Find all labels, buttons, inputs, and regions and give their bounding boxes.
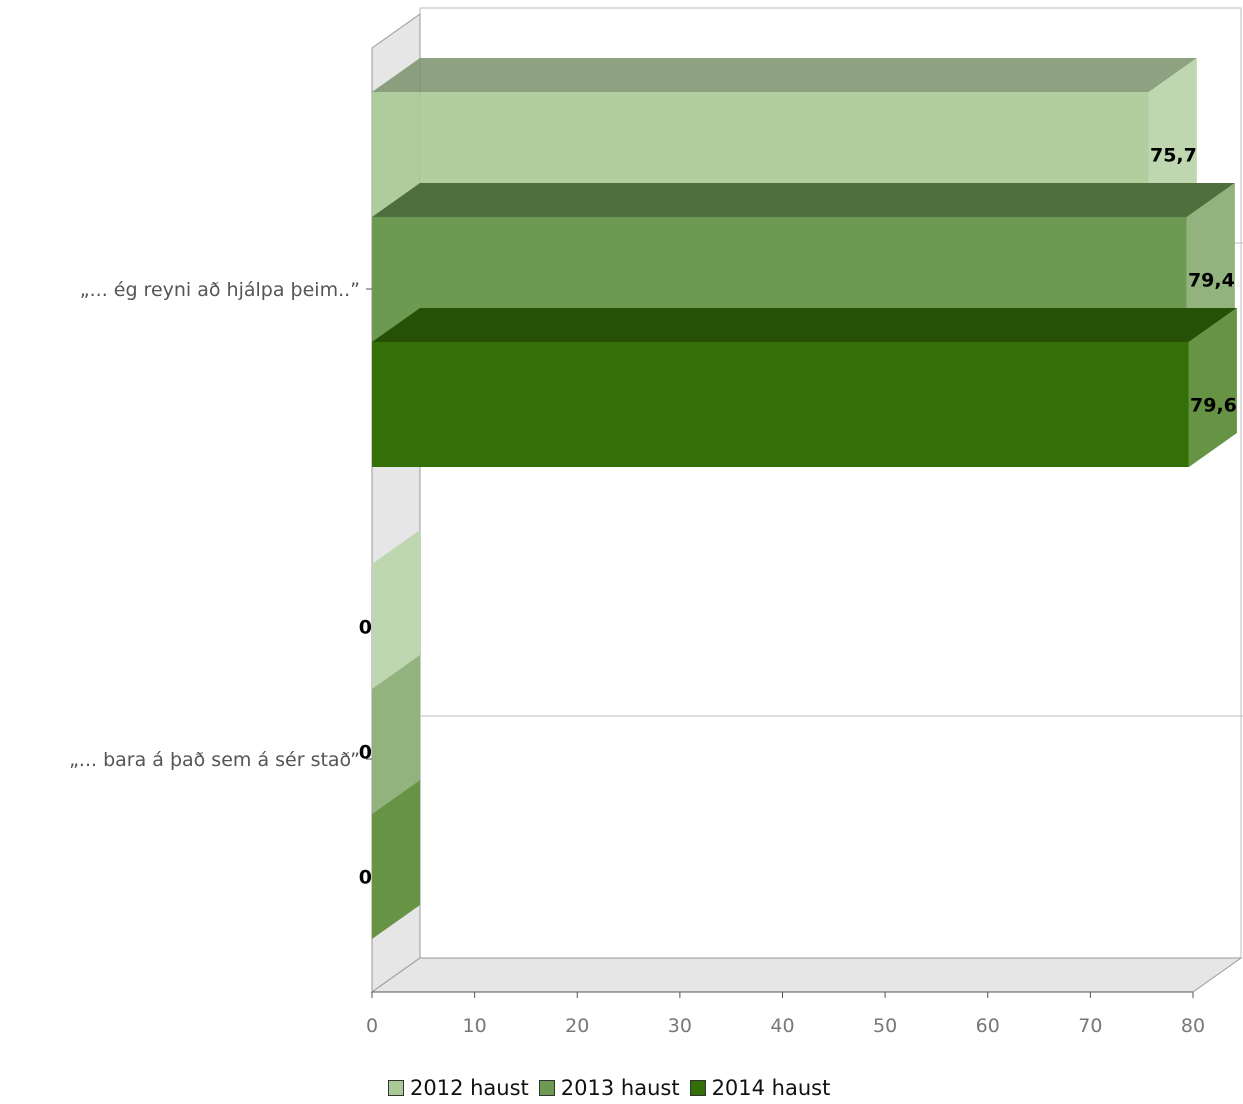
value-label-1-0: 79,4: [1188, 270, 1235, 292]
bar-end-face: [372, 530, 420, 689]
legend-item-2014: 2014 haust: [689, 1076, 831, 1100]
value-label-2-0: 79,6: [1190, 395, 1237, 417]
legend-label-2012: 2012 haust: [410, 1076, 529, 1100]
bar-end-face: [372, 780, 420, 939]
legend: 2012 haust 2013 haust 2014 haust: [388, 1074, 830, 1102]
bar-front-face: [372, 342, 1189, 467]
legend-item-2012: 2012 haust: [388, 1076, 529, 1100]
x-tick-label-5: 50: [873, 1015, 897, 1037]
legend-swatch-2013: [538, 1080, 555, 1096]
legend-label-2014: 2014 haust: [711, 1076, 831, 1100]
bars: [372, 58, 1237, 939]
bar-end-face: [372, 655, 420, 814]
x-tick-label-0: 0: [366, 1015, 378, 1037]
bar-end-face: [1188, 308, 1237, 467]
bar-0-1: [372, 530, 420, 689]
floor: [370, 957, 1243, 993]
x-tick-label-2: 20: [565, 1015, 589, 1037]
legend-swatch-2014: [689, 1080, 706, 1096]
x-tick-label-1: 10: [463, 1015, 487, 1037]
bar-end-face: [1186, 183, 1235, 342]
value-label-2-1: 0: [359, 867, 372, 889]
value-label-1-1: 0: [359, 742, 372, 764]
bar-2-0: [372, 308, 1237, 467]
x-axis: 0 10 20 30 40 50 60 70 80: [366, 991, 1205, 1037]
x-tick-label-4: 40: [770, 1015, 794, 1037]
category-label-1: „... bara á það sem á sér stað”: [69, 749, 360, 771]
bar-top-face: [372, 183, 1235, 217]
legend-swatch-2012: [388, 1080, 404, 1096]
bar-end-face: [1148, 58, 1197, 217]
value-labels: 75,7 79,4 79,6 0 0 0: [359, 145, 1237, 889]
value-label-0-0: 75,7: [1150, 145, 1197, 167]
legend-item-2013: 2013 haust: [538, 1076, 680, 1100]
category-axis: „... ég reyni að hjálpa þeim..” „... bara…: [69, 279, 372, 771]
bar-top-face: [372, 308, 1237, 342]
category-label-0: „... ég reyni að hjálpa þeim..”: [80, 279, 360, 301]
x-tick-label-7: 70: [1078, 1015, 1102, 1037]
x-tick-label-8: 80: [1181, 1015, 1205, 1037]
x-tick-label-3: 30: [668, 1015, 692, 1037]
value-label-0-1: 0: [359, 617, 372, 639]
bar-1-1: [372, 655, 420, 814]
legend-label-2013: 2013 haust: [560, 1076, 680, 1100]
bar-top-face: [372, 58, 1197, 92]
x-tick-label-6: 60: [976, 1015, 1000, 1037]
bar-2-1: [372, 780, 420, 939]
